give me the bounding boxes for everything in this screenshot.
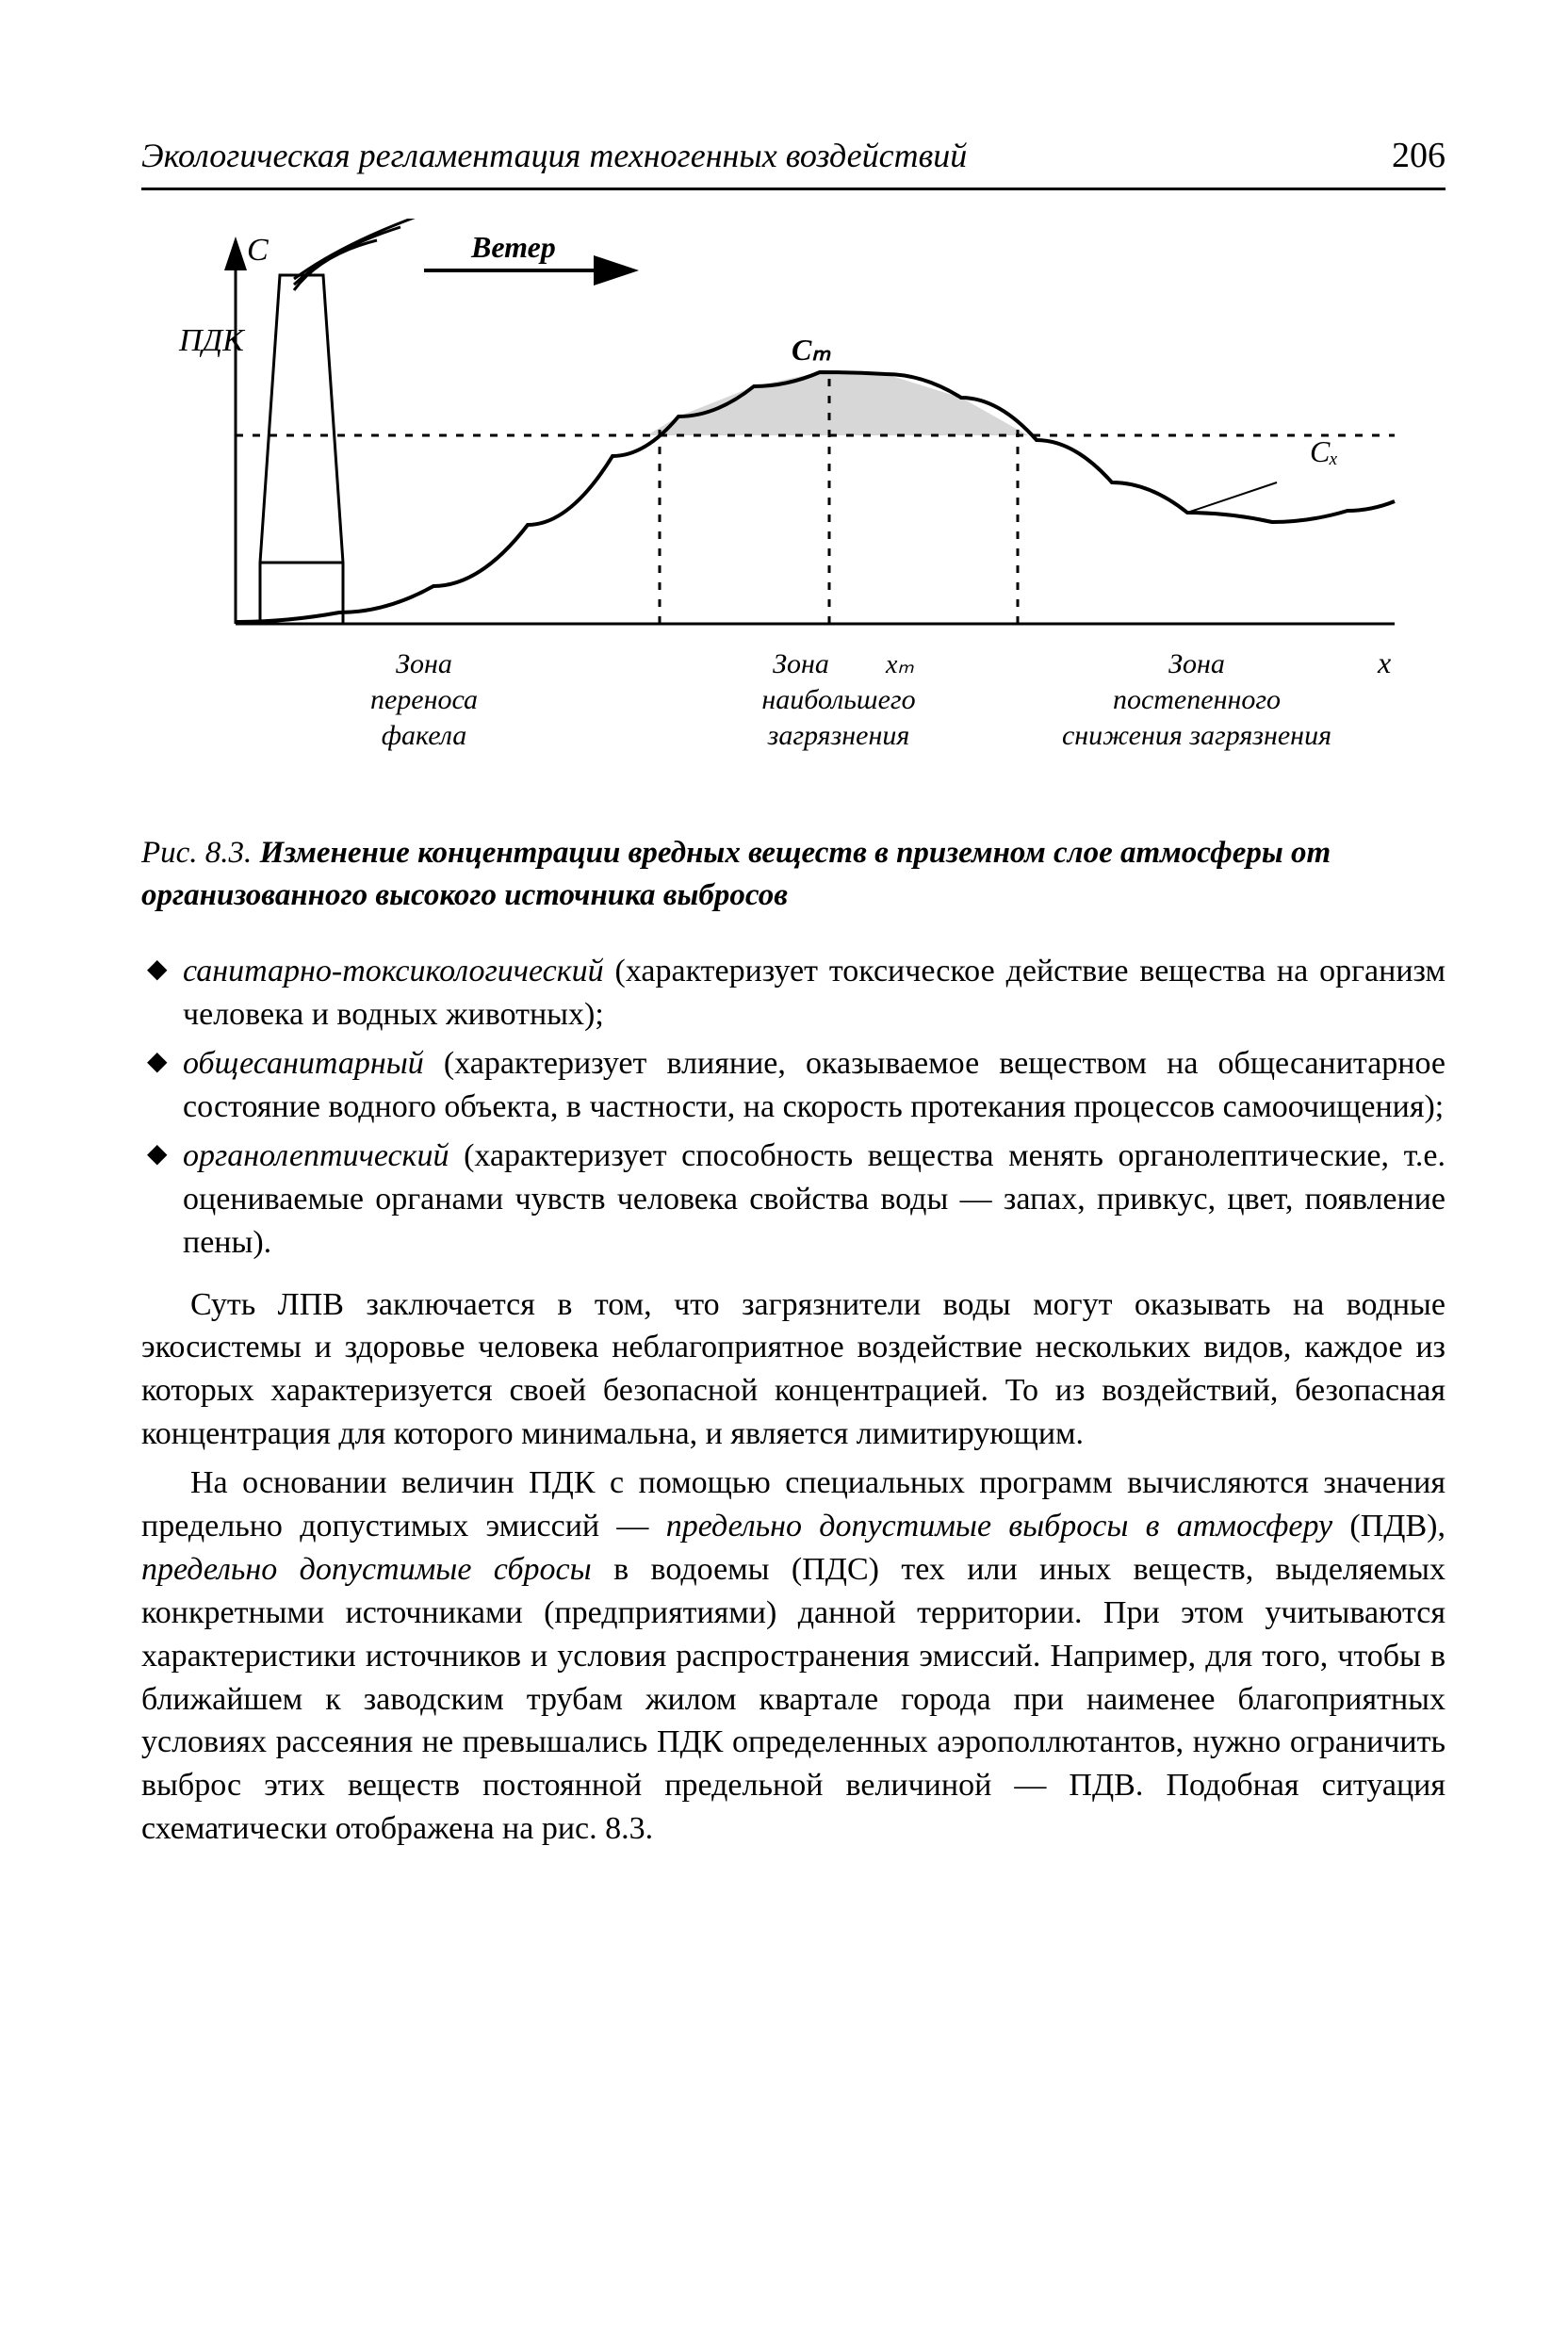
- paragraph-span: в водоемы (ПДС) тех или иных веществ, вы…: [141, 1552, 1446, 1846]
- svg-text:xₘ: xₘ: [885, 650, 914, 679]
- svg-text:загрязнения: загрязнения: [767, 720, 910, 751]
- svg-text:Зона: Зона: [773, 648, 829, 679]
- figure-8-3: C ПДК Ветер Cₘ Cₓ x Зона переноса факела Зона xₘ на…: [141, 219, 1446, 916]
- page-number: 206: [1392, 132, 1446, 180]
- bullet-term: общесанитарный: [183, 1046, 424, 1081]
- paragraph: Суть ЛПВ заключается в том, что загрязни…: [141, 1283, 1446, 1457]
- svg-text:C: C: [247, 233, 269, 268]
- svg-text:снижения загрязнения: снижения загрязнения: [1062, 720, 1331, 751]
- svg-text:Зона: Зона: [1168, 648, 1225, 679]
- page: Экологическая регламентация техногенных …: [0, 0, 1568, 2352]
- emphasis: предельно допустимые выбросы в атмосферу: [666, 1509, 1332, 1544]
- figure-number: Рис. 8.3.: [141, 836, 260, 870]
- svg-text:Cₘ: Cₘ: [792, 333, 831, 367]
- svg-text:Зона: Зона: [396, 648, 452, 679]
- bullet-term: санитарно-токсикологический: [183, 954, 604, 988]
- svg-text:Ветер: Ветер: [470, 230, 556, 264]
- svg-text:переноса: переноса: [370, 684, 478, 715]
- paragraph: На основании величин ПДК с помощью специ…: [141, 1462, 1446, 1851]
- running-title: Экологическая регламентация техногенных …: [141, 133, 967, 179]
- svg-text:x: x: [1377, 645, 1391, 679]
- svg-text:постепенного: постепенного: [1113, 684, 1281, 715]
- running-head: Экологическая регламентация техногенных …: [141, 132, 1446, 190]
- svg-text:факела: факела: [382, 720, 467, 751]
- bullet-list: санитарно-токсикологический (характеризу…: [141, 950, 1446, 1264]
- emphasis: предельно допустимые сбросы: [141, 1552, 592, 1587]
- list-item: санитарно-токсикологический (характеризу…: [141, 950, 1446, 1037]
- list-item: органолептический (характеризует способн…: [141, 1135, 1446, 1265]
- figure-caption: Рис. 8.3. Изменение концентрации вредных…: [141, 832, 1446, 916]
- svg-text:наибольшего: наибольшего: [761, 684, 915, 715]
- svg-text:Cₓ: Cₓ: [1310, 434, 1338, 468]
- paragraph-span: (ПДВ),: [1332, 1509, 1446, 1544]
- figure-caption-text: Изменение концентрации вредных веществ в…: [141, 836, 1331, 912]
- svg-text:ПДК: ПДК: [178, 323, 246, 358]
- figure-svg: C ПДК Ветер Cₘ Cₓ x Зона переноса факела Зона xₘ на…: [141, 219, 1423, 803]
- list-item: общесанитарный (характеризует влияние, о…: [141, 1042, 1446, 1129]
- bullet-term: органолептический: [183, 1138, 449, 1173]
